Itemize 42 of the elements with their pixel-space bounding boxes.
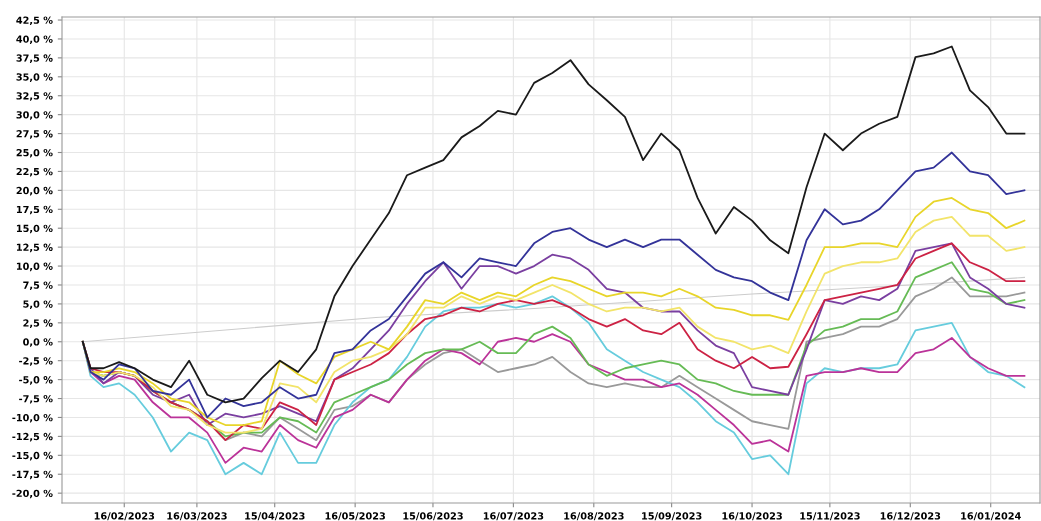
x-tick-label: 16/02/2023 bbox=[94, 512, 155, 521]
line-series bbox=[81, 295, 1026, 476]
line-series bbox=[82, 276, 1025, 343]
x-tick-label: 16/12/2023 bbox=[880, 512, 941, 521]
y-tick-label: 17,5 % bbox=[16, 205, 53, 215]
x-tick-label: 15/09/2023 bbox=[642, 512, 702, 521]
y-tick-label: -5,0 % bbox=[19, 376, 53, 385]
y-tick-label: 5,0 % bbox=[23, 300, 53, 309]
y-tick-label: -15,0 % bbox=[12, 451, 53, 461]
y-tick-label: 7,5 % bbox=[23, 281, 53, 291]
y-tick-label: 25,0 % bbox=[16, 148, 53, 158]
y-tick-label: -20,0 % bbox=[12, 489, 53, 499]
y-tick-label: 0,0 % bbox=[23, 338, 53, 347]
y-tick-label: 35,0 % bbox=[16, 73, 53, 82]
x-tick-label: 16/05/2023 bbox=[325, 512, 385, 521]
y-tick-label: -12,5 % bbox=[12, 432, 53, 442]
y-tick-label: 40,0 % bbox=[16, 35, 53, 45]
y-tick-label: 15,0 % bbox=[16, 224, 53, 234]
x-tick-label: 16/08/2023 bbox=[564, 512, 624, 521]
y-tick-label: 27,5 % bbox=[16, 130, 53, 139]
y-tick-label: 42,5 % bbox=[16, 16, 53, 26]
x-tick-label: 16/03/2023 bbox=[167, 512, 227, 521]
y-tick-label: 20,0 % bbox=[16, 186, 53, 196]
y-tick-label: 30,0 % bbox=[16, 111, 53, 120]
y-tick-label: -17,5 % bbox=[12, 470, 53, 480]
y-tick-label: -2,5 % bbox=[19, 357, 53, 366]
y-tick-label: 2,5 % bbox=[23, 319, 53, 328]
y-tick-label: 37,5 % bbox=[16, 54, 53, 63]
y-tick-label: -10,0 % bbox=[12, 413, 53, 423]
x-tick-label: 16/10/2023 bbox=[722, 512, 782, 521]
line-series bbox=[81, 45, 1026, 404]
x-tick-label: 15/11/2023 bbox=[800, 512, 860, 521]
x-tick-label: 15/06/2023 bbox=[403, 512, 463, 521]
x-tick-label: 16/07/2023 bbox=[483, 512, 544, 521]
y-tick-label: 10,0 % bbox=[16, 262, 53, 272]
x-tick-label: 15/04/2023 bbox=[245, 512, 305, 521]
y-tick-label: 12,5 % bbox=[16, 243, 53, 253]
x-tick-label: 16/01/2024 bbox=[961, 512, 1021, 521]
y-tick-label: 22,5 % bbox=[16, 167, 53, 177]
y-tick-label: 32,5 % bbox=[16, 92, 53, 101]
line-series bbox=[81, 151, 1026, 419]
y-tick-label: -7,5 % bbox=[19, 395, 53, 404]
